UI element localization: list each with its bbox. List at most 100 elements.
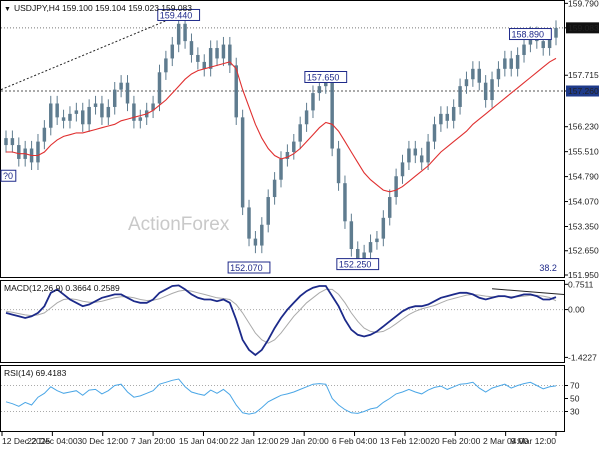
- candle-body: [343, 183, 347, 222]
- candle-body: [279, 158, 283, 180]
- price-axis-label: 151.950: [568, 270, 599, 280]
- candle-body: [157, 72, 162, 104]
- candle-body: [74, 110, 79, 114]
- candle-body: [292, 141, 296, 152]
- candle-body: [368, 242, 373, 253]
- candle-body: [298, 124, 302, 142]
- candle-body: [266, 197, 270, 225]
- candle-body: [503, 58, 507, 69]
- candle-body: [381, 217, 386, 239]
- candle-body: [426, 141, 430, 163]
- rsi-axis-label: 70: [570, 381, 580, 391]
- candle-body: [317, 86, 322, 94]
- macd-trend-line: [492, 288, 565, 295]
- candle-body: [215, 48, 219, 59]
- time-axis-label: 15 Jan 04:00: [179, 436, 228, 446]
- candle-body: [419, 155, 424, 163]
- macd-signal-line: [5, 288, 557, 344]
- candle-body: [515, 54, 520, 69]
- price-axis-label: 154.790: [568, 172, 599, 182]
- candle-body: [196, 54, 200, 62]
- candle-body: [151, 103, 155, 111]
- price-axis-label: 157.715: [568, 70, 599, 80]
- candle-body: [183, 23, 187, 42]
- price-axis-highlight: [566, 85, 599, 97]
- price-annotation-box: [304, 70, 348, 83]
- candle-body: [221, 44, 226, 59]
- candle-body: [304, 110, 309, 125]
- candle-body: [330, 82, 334, 149]
- time-axis-label: 12 Dec 2025: [2, 436, 50, 446]
- candle-body: [240, 117, 245, 208]
- symbol-ohlc-header: USDJPY,H4 159.100 159.104 159.023 159.08…: [14, 3, 192, 13]
- candle-body: [362, 252, 366, 260]
- candle-body: [509, 58, 513, 69]
- rsi-axis-label: 30: [570, 407, 580, 417]
- time-axis-label: 30 Dec 12:00: [77, 436, 128, 446]
- candle-body: [42, 127, 47, 142]
- candle-body: [260, 224, 264, 246]
- candle-body: [522, 44, 526, 55]
- price-axis-label: 159.790: [568, 0, 599, 8]
- time-axis-label: 29 Jan 20:00: [280, 436, 329, 446]
- price-annotation-label: 152.070: [230, 263, 263, 273]
- candle-body: [336, 148, 341, 184]
- price-annotation-box: [157, 8, 201, 21]
- candle-body: [547, 37, 552, 49]
- candle-body: [407, 148, 411, 163]
- candle-body: [100, 103, 104, 118]
- price-axis-label: 156.230: [568, 122, 599, 132]
- price-annotation-box: [509, 28, 552, 41]
- candle-body: [400, 162, 405, 177]
- price-annotation-label: ?0: [3, 171, 13, 181]
- candle-body: [356, 249, 360, 260]
- candle-body: [375, 238, 379, 243]
- candle-body: [208, 48, 213, 69]
- rsi-layer: [1, 378, 564, 415]
- time-axis-label: 22 Dec 04:00: [27, 436, 78, 446]
- candle-body: [93, 103, 98, 107]
- time-axis-label: 2 Mar 04:00: [483, 436, 529, 446]
- candle-body: [202, 61, 206, 69]
- macd-axis-label: -1.4227: [568, 352, 597, 362]
- candle-body: [432, 124, 437, 142]
- price-axis-highlight: [566, 22, 599, 34]
- macd-layer: [1, 284, 565, 357]
- candle-body: [324, 82, 328, 87]
- candle-body: [483, 82, 488, 101]
- rsi-axis-label: 50: [570, 394, 580, 404]
- price-annotation-box: [227, 261, 271, 274]
- candle-body: [272, 179, 277, 198]
- candle-body: [138, 117, 143, 121]
- price-layer: 159.440 157.650 158.890 152.070 152.250 38.2?…: [0, 8, 564, 274]
- candle-body: [253, 238, 258, 246]
- time-axis-label: 6 Feb 04:00: [332, 436, 378, 446]
- price-axis-label: 153.350: [568, 221, 599, 231]
- candle-body: [349, 221, 354, 250]
- candle-body: [445, 113, 450, 121]
- price-pane: [0, 0, 565, 278]
- macd-line: [5, 284, 557, 357]
- candle-body: [176, 23, 181, 45]
- candle-body: [234, 65, 238, 118]
- candle-body: [55, 103, 59, 118]
- trend-line: [0, 15, 179, 91]
- candle-body: [387, 197, 392, 218]
- candle-body: [49, 103, 53, 128]
- rsi-pane: [0, 365, 565, 432]
- rsi-header: RSI(14) 69.4183: [4, 368, 67, 378]
- candle-body: [17, 145, 21, 159]
- price-annotation-label: 38.2: [539, 263, 557, 273]
- candle-body: [81, 110, 85, 125]
- time-axis-label: 7 Jan 20:00: [131, 436, 176, 446]
- candle-body: [554, 27, 558, 38]
- candle-body: [458, 86, 462, 107]
- candle-body: [541, 41, 545, 49]
- candle-body: [496, 68, 501, 80]
- candle-body: [10, 138, 15, 146]
- price-annotation-box: [336, 258, 380, 271]
- triangle-down-icon[interactable]: ▼: [4, 6, 11, 13]
- candle-body: [189, 41, 194, 55]
